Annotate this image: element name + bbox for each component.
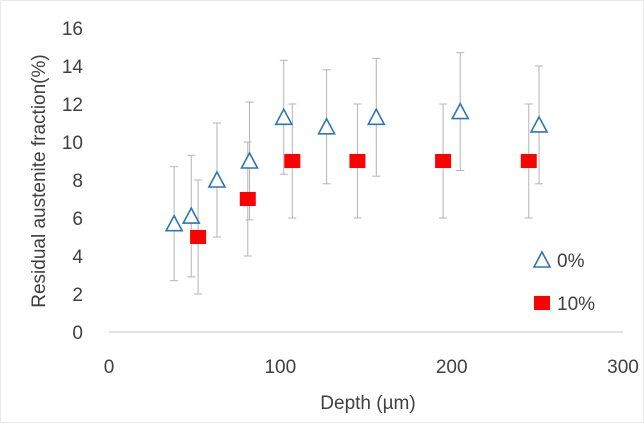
y-tick-label: 4	[72, 247, 83, 268]
data-point-triangle	[317, 117, 336, 135]
legend-marker-triangle	[532, 250, 552, 268]
y-tick-label: 10	[62, 133, 83, 154]
data-point-square	[190, 230, 207, 244]
data-point-triangle	[240, 151, 259, 169]
y-tick-label: 12	[62, 95, 83, 116]
y-tick-label: 8	[72, 171, 83, 192]
data-point-triangle	[164, 213, 184, 232]
x-tick-label: 100	[264, 357, 296, 378]
legend-label: 10%	[557, 294, 595, 315]
legend-marker-square	[534, 296, 550, 310]
y-tick-label: 16	[62, 19, 83, 40]
x-tick-label: 300	[607, 357, 639, 378]
y-axis-label: Residual austenite fraction(%)	[29, 54, 50, 307]
data-point-triangle	[529, 115, 549, 133]
data-point-triangle	[181, 206, 201, 224]
y-tick-label: 6	[72, 209, 83, 230]
data-point-triangle	[274, 107, 294, 126]
error-bars	[170, 52, 544, 295]
legend: 0% 10%	[532, 250, 595, 315]
x-axis-label: Depth (µm)	[320, 393, 415, 414]
y-tick-label: 14	[62, 57, 84, 78]
y-tick-label: 2	[72, 285, 83, 306]
data-point-triangle	[450, 101, 470, 120]
data-point-triangle	[366, 107, 386, 126]
tick-labels: 0 2 4 6 8 10 12 14 16 0 100 200 300	[62, 19, 639, 378]
data-point-square	[435, 154, 452, 168]
x-tick-label: 200	[436, 357, 468, 378]
data-point-square	[284, 154, 301, 168]
y-tick-label: 0	[72, 323, 83, 344]
data-point-square	[239, 192, 256, 206]
x-tick-label: 0	[104, 357, 115, 378]
data-point-square	[520, 154, 537, 168]
legend-label: 0%	[557, 251, 585, 272]
data-point-square	[349, 154, 366, 168]
data-markers	[164, 101, 549, 244]
data-point-triangle	[207, 170, 227, 188]
